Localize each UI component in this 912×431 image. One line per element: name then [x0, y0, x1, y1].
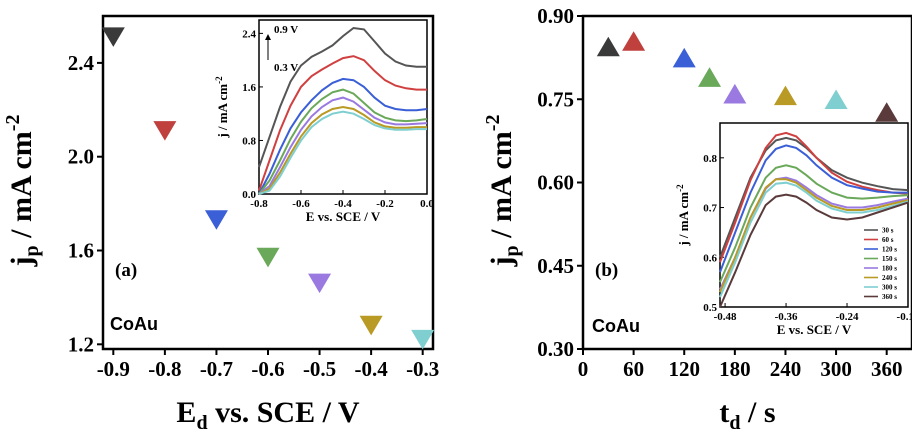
data-point: [672, 47, 696, 68]
legend-label: 240 s: [882, 274, 897, 282]
data-point: [256, 247, 280, 268]
inset-y-tick-label: 1.6: [242, 82, 256, 94]
data-point: [723, 83, 747, 104]
inset-series-line: [258, 110, 427, 195]
x-tick-label: 360: [871, 357, 903, 381]
inset-series-line: [258, 55, 427, 192]
x-tick-label: 120: [668, 357, 700, 381]
inset-series-line: [719, 164, 909, 283]
inset-y-tick-label: 0.7: [703, 203, 717, 215]
y-tick-label: 0.30: [537, 337, 574, 361]
material-label: CoAu: [592, 316, 640, 336]
x-tick-label: 60: [623, 357, 644, 381]
x-tick-label: -0.8: [148, 357, 181, 381]
data-point: [101, 27, 125, 47]
data-point: [698, 67, 722, 87]
y-tick-label: 2.0: [68, 145, 94, 169]
inset-y-tick-label: 2.4: [242, 28, 256, 40]
x-tick-label: -0.5: [303, 357, 336, 381]
legend-label: 60 s: [882, 236, 894, 244]
legend-label: 300 s: [882, 284, 897, 292]
inset-x-tick-label: -0.2: [376, 198, 394, 210]
inset-x-axis-label: E vs. SCE / V: [777, 322, 852, 337]
inset-annotation-top: 0.9 V: [274, 24, 298, 36]
material-label: CoAu: [110, 314, 158, 334]
inset-series-line: [719, 131, 909, 263]
inset-y-tick-label: 0.8: [703, 153, 717, 165]
data-point: [875, 102, 899, 122]
inset-series-line: [719, 144, 908, 273]
legend-label: 120 s: [882, 246, 897, 254]
inset-y-tick-label: 0.8: [242, 135, 256, 147]
x-tick-label: 300: [820, 357, 852, 381]
y-tick-label: 0.90: [537, 4, 574, 28]
legend-label: 30 s: [882, 227, 894, 235]
data-point: [824, 89, 848, 110]
inset-series-line: [719, 193, 909, 308]
inset-x-tick-label: -0.12: [897, 311, 912, 323]
data-point: [596, 36, 620, 57]
inset-series-line: [258, 77, 428, 195]
inset-series-line: [258, 26, 427, 168]
x-tick-label: 240: [770, 357, 802, 381]
y-tick-label: 0.75: [537, 87, 574, 111]
y-tick-label: 2.4: [68, 51, 95, 75]
y-axis-label: jp / mA cm-2: [482, 115, 523, 268]
inset-series-line: [258, 105, 427, 195]
inset-annotation-arrowhead: [265, 34, 271, 40]
y-tick-label: 1.2: [68, 332, 94, 356]
x-tick-label: -0.6: [251, 357, 284, 381]
y-axis-label: jp / mA cm-2: [2, 115, 43, 268]
data-point: [359, 315, 383, 336]
panel-label: (b): [595, 260, 618, 281]
inset-x-tick-label: -0.8: [250, 198, 268, 210]
x-axis-label: Ed vs. SCE / V: [176, 396, 359, 431]
inset-x-tick-label: -0.6: [292, 198, 310, 210]
inset-y-axis-label: j / mA cm-2: [214, 76, 230, 139]
data-point: [204, 210, 228, 230]
inset-y-tick-label: 0.0: [242, 189, 256, 201]
x-tick-label: 180: [719, 357, 751, 381]
inset-series-line: [258, 88, 428, 195]
x-tick-label: -0.3: [406, 357, 439, 381]
inset-series-line: [719, 181, 909, 298]
data-point: [622, 31, 646, 51]
inset-y-tick-label: 0.5: [703, 302, 717, 314]
panel-label: (a): [115, 260, 137, 281]
inset-x-tick-label: -0.48: [714, 311, 737, 323]
data-point: [153, 121, 177, 141]
x-tick-label: -0.4: [355, 357, 389, 381]
inset-annotation-bottom: 0.3 V: [274, 62, 298, 74]
inset-x-tick-label: -0.36: [775, 311, 798, 323]
x-axis-label: td / s: [719, 396, 775, 431]
inset-series-line: [719, 178, 909, 293]
x-tick-label: -0.7: [200, 357, 233, 381]
inset-x-tick-label: -0.4: [334, 198, 352, 210]
inset-x-tick-label: -0.24: [836, 311, 859, 323]
legend-label: 180 s: [882, 265, 897, 273]
data-point: [773, 85, 797, 106]
legend-label: 360 s: [882, 293, 897, 301]
inset-x-tick-label: 0.0: [420, 198, 434, 210]
inset-series-line: [258, 96, 428, 195]
y-tick-label: 0.45: [537, 254, 574, 278]
legend-label: 150 s: [882, 255, 897, 263]
inset-y-tick-label: 0.6: [703, 252, 717, 264]
y-tick-label: 1.6: [68, 239, 94, 263]
x-tick-label: 0: [578, 357, 589, 381]
data-point: [308, 273, 332, 294]
x-tick-label: -0.9: [97, 357, 130, 381]
data-point: [411, 329, 435, 350]
inset-x-axis-label: E vs. SCE / V: [306, 209, 381, 224]
y-tick-label: 0.60: [537, 171, 574, 195]
inset-y-axis-label: j / mA cm-2: [675, 184, 691, 247]
